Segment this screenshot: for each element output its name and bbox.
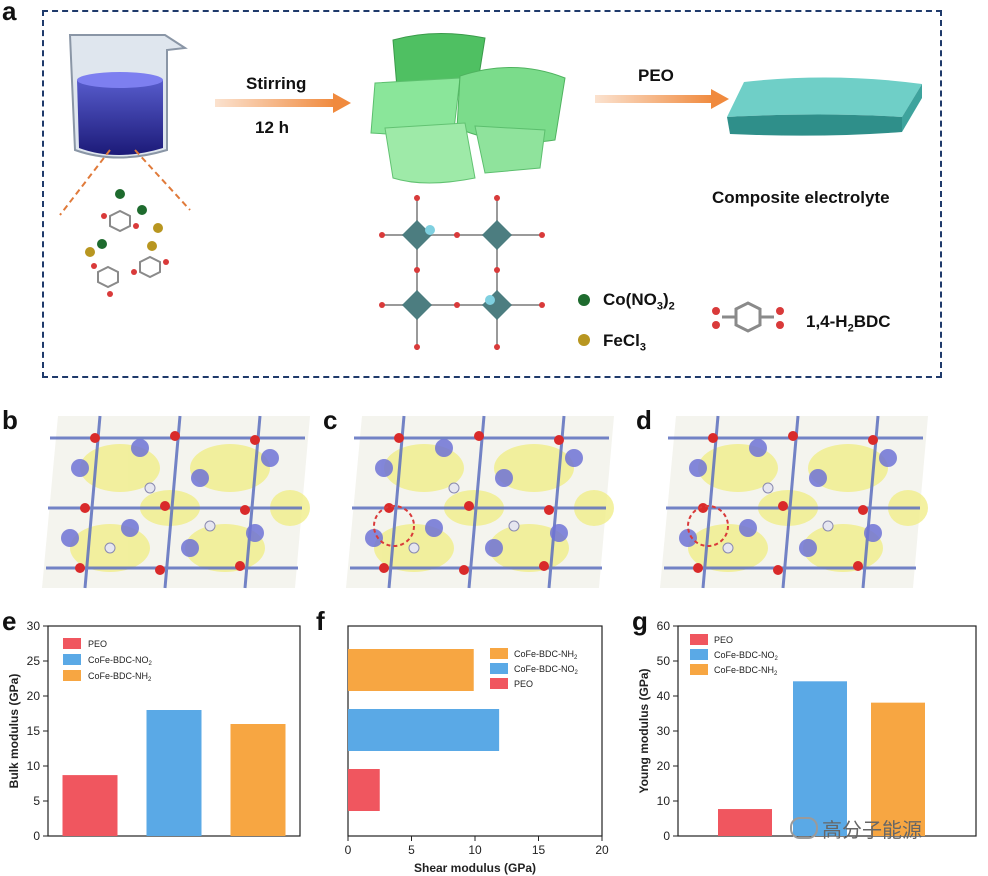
structure-c: [344, 414, 616, 590]
legend-swatch: [490, 648, 508, 659]
structure-b: [40, 414, 312, 590]
y-tick-label: 40: [657, 689, 671, 703]
legend-bdc: 1,4-H2BDC: [806, 312, 891, 335]
watermark-text: 高分子能源: [822, 818, 922, 842]
legend-swatch: [690, 664, 708, 675]
y-tick-label: 20: [657, 759, 671, 773]
beaker-illustration: [68, 34, 188, 159]
bdc-molecule-icon: [712, 301, 784, 333]
y-tick-label: 0: [33, 829, 40, 843]
y-tick-label: 25: [27, 654, 41, 668]
y-tick-label: 0: [663, 829, 670, 843]
y-tick-label: 10: [27, 759, 41, 773]
y-tick-label: 50: [657, 654, 671, 668]
legend-label: PEO: [514, 679, 533, 689]
y-tick-label: 5: [33, 794, 40, 808]
panel-label-b: b: [2, 405, 18, 435]
y-tick-label: 30: [27, 619, 41, 633]
wechat-icon: [790, 817, 818, 839]
chart-g: 0 10 20 30 40 50 60 Young modulus (GPa) PEO CoFe-…: [637, 619, 977, 843]
legend-label: CoFe-BDC-NH2: [88, 671, 152, 683]
x-tick-label: 5: [408, 843, 415, 857]
chart-f: 0 5 10 15 20 Shear modulus (GPa) CoFe-BDC-NH2 C…: [345, 625, 609, 875]
legend-label: CoFe-BDC-NH2: [714, 665, 778, 677]
legend-swatch: [63, 638, 81, 649]
legend-label: PEO: [88, 639, 107, 649]
bar-g-2: [871, 702, 925, 836]
fe-dot-icon: [578, 334, 590, 346]
arrow-peo: [595, 89, 729, 109]
panel-label-g: g: [632, 606, 648, 636]
dispersion-lines: [59, 149, 191, 216]
x-axis-label: Shear modulus (GPa): [414, 861, 536, 875]
arrow-stirring: [215, 93, 351, 113]
bar-f-0: [348, 649, 474, 691]
x-tick-label: 10: [468, 843, 482, 857]
bar-f-2: [348, 769, 380, 811]
panel-label-e: e: [2, 606, 17, 636]
chart-e: 0 5 10 15 20 25 30 Bulk modulus (GPa) PEO CoFe-BD…: [7, 619, 301, 843]
mof-framework-structure: [379, 195, 545, 350]
step1-label: Stirring: [246, 74, 307, 93]
legend-swatch: [63, 670, 81, 681]
mof-nanosheets: [370, 33, 566, 184]
legend-swatch: [690, 634, 708, 645]
bar-g-0: [718, 809, 772, 836]
legend-label: CoFe-BDC-NO2: [88, 655, 153, 667]
bar-e-2: [230, 724, 286, 836]
reagent-molecules: [85, 189, 169, 297]
bar-e-1: [146, 710, 202, 836]
y-axis-label: Bulk modulus (GPa): [7, 674, 21, 789]
panel-label-a: a: [2, 0, 17, 26]
y-tick-label: 30: [657, 724, 671, 738]
composite-film: [727, 77, 922, 136]
legend-label: CoFe-BDC-NO2: [514, 664, 579, 676]
schematic-frame: [42, 10, 942, 378]
y-tick-label: 15: [27, 724, 41, 738]
legend-swatch: [490, 678, 508, 689]
y-axis-label: Young modulus (GPa): [637, 668, 651, 793]
step1-time: 12 h: [255, 118, 290, 137]
x-tick-label: 15: [532, 843, 546, 857]
bar-g-1: [793, 681, 847, 836]
legend-swatch: [490, 663, 508, 674]
legend-label: CoFe-BDC-NO2: [714, 650, 779, 662]
step2-label: PEO: [638, 66, 674, 85]
panel-label-f: f: [316, 606, 325, 636]
panel-label-c: c: [323, 405, 338, 435]
bar-f-1: [348, 709, 500, 751]
legend-swatch: [63, 654, 81, 665]
legend-fe: FeCl3: [603, 331, 646, 354]
structure-d: [658, 414, 930, 590]
y-tick-label: 10: [657, 794, 671, 808]
bar-e-0: [62, 775, 118, 836]
legend-label: CoFe-BDC-NH2: [514, 649, 578, 661]
product-label: Composite electrolyte: [712, 188, 890, 207]
panel-label-d: d: [636, 405, 652, 435]
legend-co: Co(NO3)2: [603, 290, 675, 313]
y-tick-label: 60: [657, 619, 671, 633]
y-tick-label: 20: [27, 689, 41, 703]
legend-swatch: [690, 649, 708, 660]
co-dot-icon: [578, 294, 590, 306]
x-tick-label: 20: [595, 843, 609, 857]
legend-label: PEO: [714, 635, 733, 645]
x-tick-label: 0: [345, 843, 352, 857]
